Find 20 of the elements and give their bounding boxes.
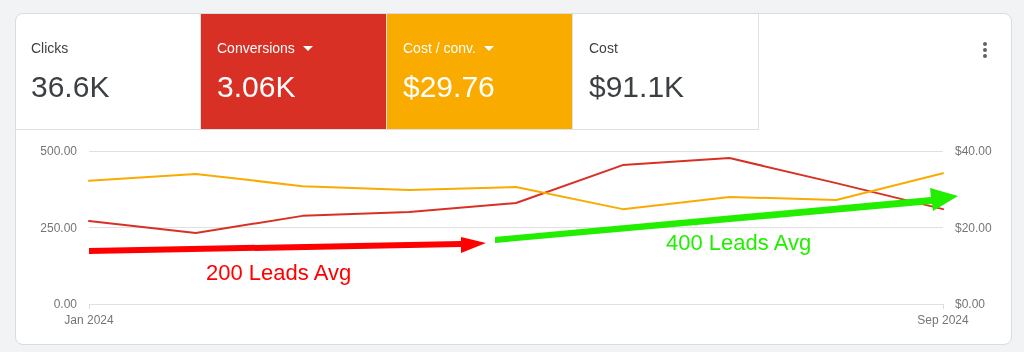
y2-tick-label: $0.00 <box>955 297 986 311</box>
line-series <box>88 157 944 235</box>
x-tick-label: Sep 2024 <box>917 313 970 327</box>
annotation: 200 Leads Avg <box>206 260 352 286</box>
text: 3.06K <box>217 70 296 104</box>
y-tick-label: 250.00 <box>40 220 78 235</box>
x-tick-label: Jan 2024 <box>64 313 115 327</box>
text: Clicks <box>31 40 69 56</box>
text: 36.6K <box>31 70 110 104</box>
y2-tick-label: $20.00 <box>955 220 993 235</box>
annotation: 400 Leads Avg <box>666 230 812 256</box>
text: Cost <box>589 40 618 56</box>
line-series <box>88 172 944 211</box>
y-tick-label: 500.00 <box>40 144 78 158</box>
text: Cost / conv. <box>403 40 477 56</box>
y2-tick-label: $40.00 <box>955 144 993 158</box>
text: $29.76 <box>403 70 495 104</box>
text: Conversions <box>217 40 296 56</box>
y-tick-label: 0.00 <box>53 297 78 311</box>
text: $91.1K <box>589 70 685 104</box>
